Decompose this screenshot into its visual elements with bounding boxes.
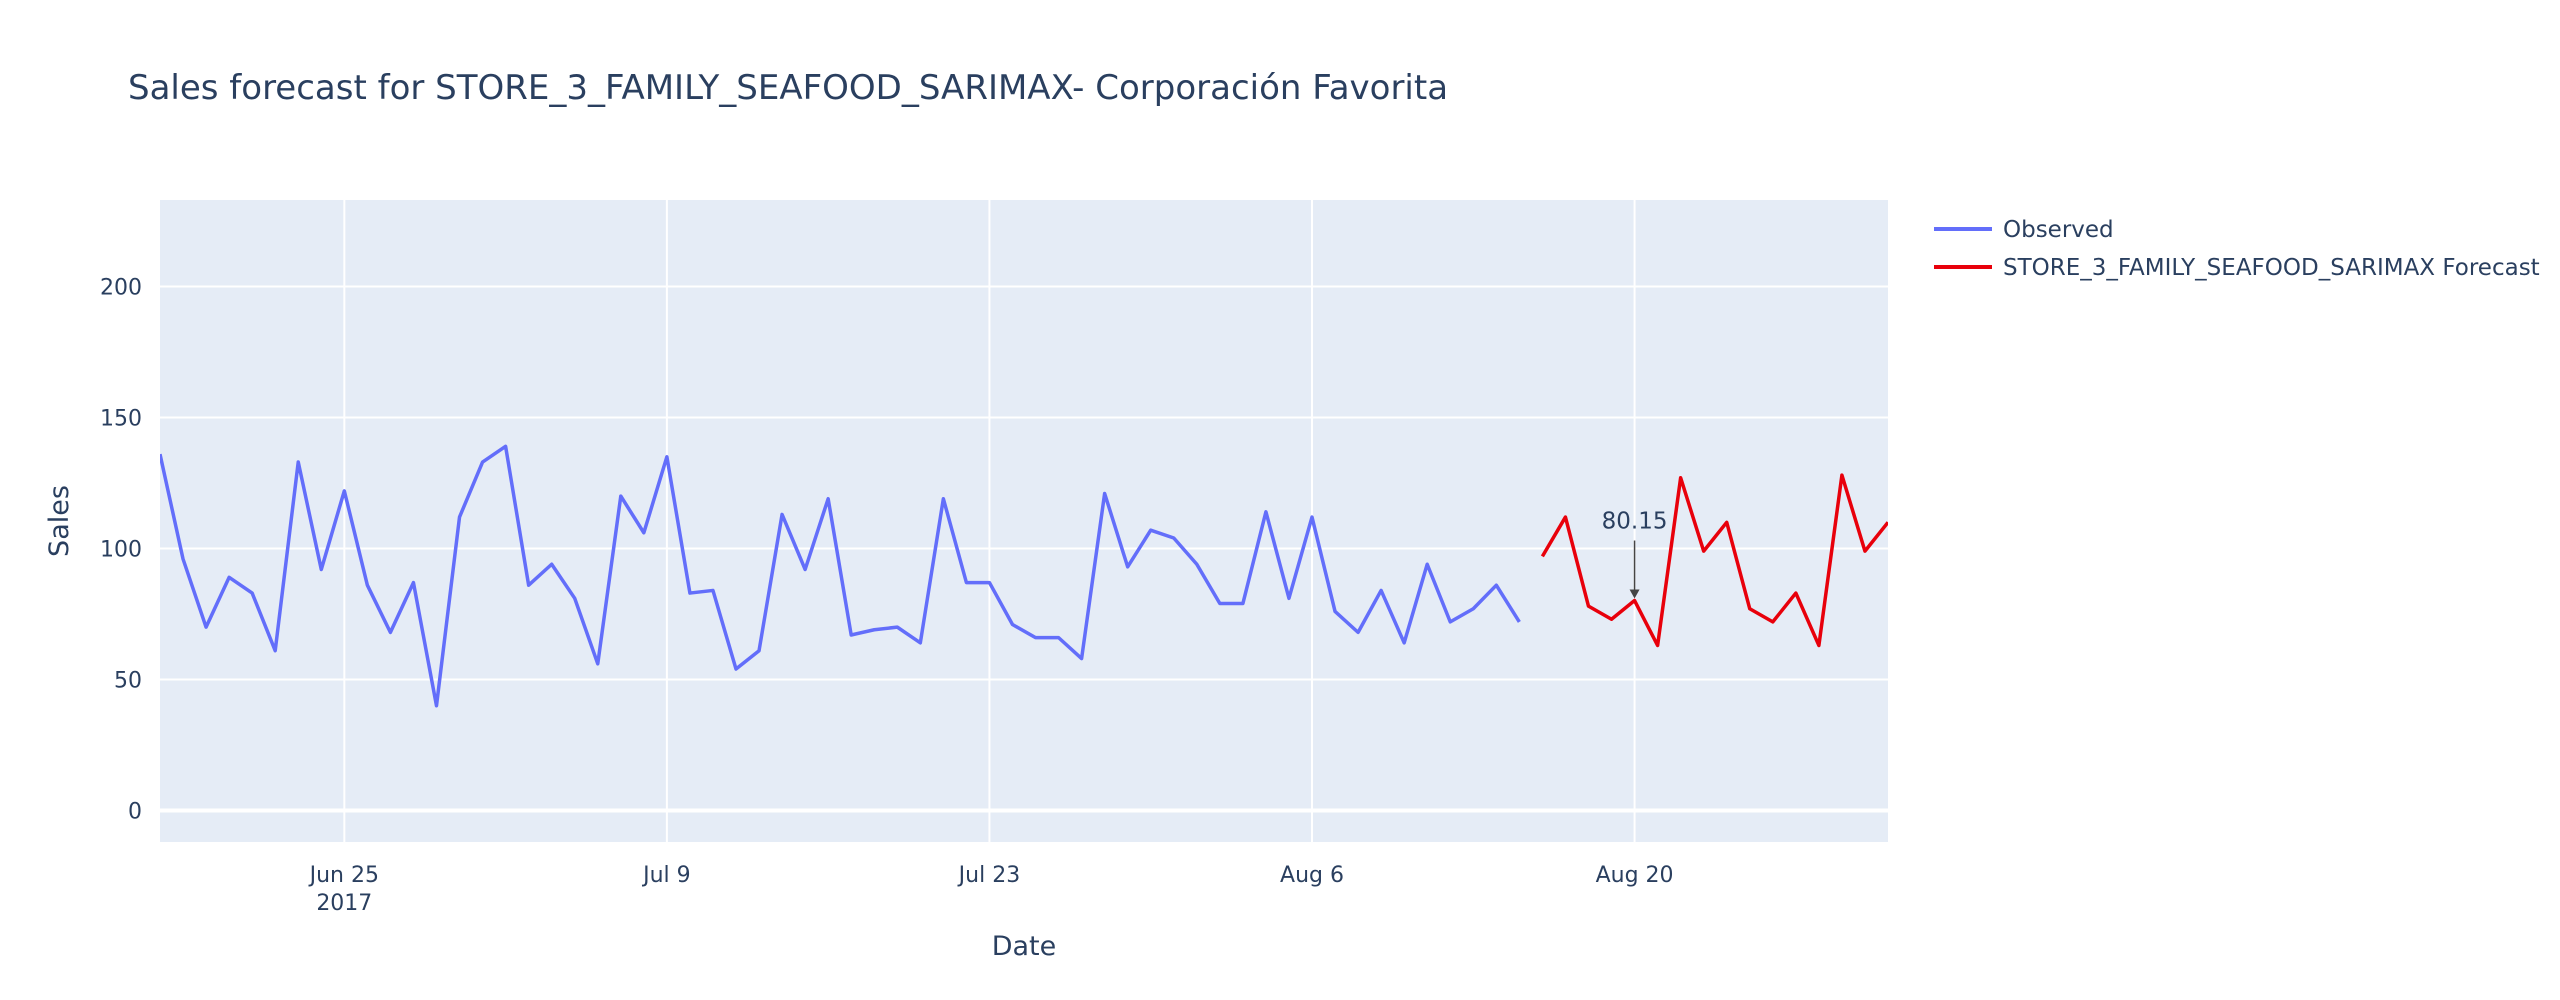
series-line-observed[interactable] [160, 444, 1521, 708]
plot-area [160, 200, 1888, 842]
x-tick-label: Jul 23 [957, 863, 1021, 888]
series-line-forecast[interactable] [1540, 473, 1888, 648]
legend-label: STORE_3_FAMILY_SEAFOOD_SARIMAX Forecast [2003, 255, 2540, 281]
x-tick-label: Jun 25 [308, 863, 379, 888]
y-tick-label: 50 [114, 669, 142, 694]
x-tick-label: Aug 20 [1596, 863, 1674, 888]
y-tick-label: 0 [128, 800, 142, 825]
series-layer [160, 444, 1888, 708]
annotation-arrow-head [1629, 589, 1640, 599]
annotation: 80.15 [1602, 509, 1668, 599]
y-tick-label: 150 [100, 406, 142, 431]
x-axis-ticks: Jun 25 2017 Jul 9 Jul 23 Aug 6 Aug 20 [308, 863, 1674, 916]
gridlines [160, 200, 1888, 842]
y-tick-label: 100 [100, 538, 142, 563]
y-axis-ticks: 0 50 100 150 200 [100, 275, 142, 824]
chart-title: Sales forecast for STORE_3_FAMILY_SEAFOO… [128, 68, 1448, 108]
legend-item-observed[interactable]: Observed [1934, 217, 2114, 243]
legend-label: Observed [2003, 217, 2114, 243]
x-tick-label: Aug 6 [1280, 863, 1344, 888]
y-tick-label: 200 [100, 275, 142, 300]
x-tick-sublabel: 2017 [316, 891, 372, 916]
annotation-label: 80.15 [1602, 509, 1668, 535]
x-tick-label: Jul 9 [641, 863, 691, 888]
legend[interactable]: Observed STORE_3_FAMILY_SEAFOOD_SARIMAX F… [1934, 217, 2540, 281]
y-axis-title: Sales [44, 485, 75, 557]
x-axis-title: Date [992, 931, 1057, 962]
legend-item-forecast[interactable]: STORE_3_FAMILY_SEAFOOD_SARIMAX Forecast [1934, 255, 2540, 281]
